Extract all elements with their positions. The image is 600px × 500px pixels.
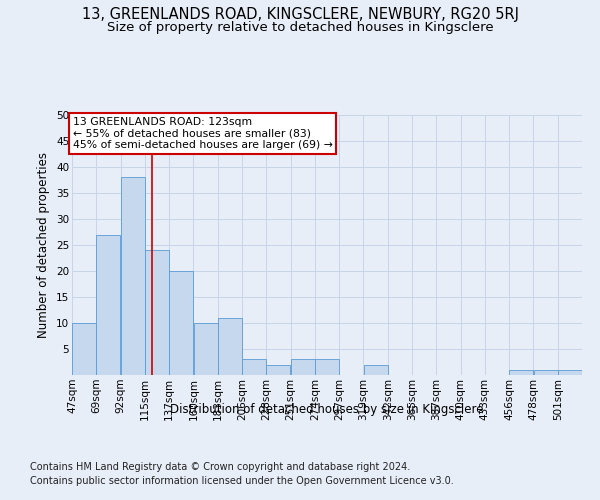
Bar — [72, 323, 96, 375]
Bar — [97, 234, 121, 375]
Bar — [242, 360, 266, 375]
Bar — [145, 250, 169, 375]
Bar — [266, 364, 290, 375]
Bar — [169, 271, 193, 375]
Text: Size of property relative to detached houses in Kingsclere: Size of property relative to detached ho… — [107, 21, 493, 34]
Text: Distribution of detached houses by size in Kingsclere: Distribution of detached houses by size … — [170, 402, 484, 415]
Bar — [290, 360, 315, 375]
Bar — [121, 178, 145, 375]
Y-axis label: Number of detached properties: Number of detached properties — [37, 152, 50, 338]
Bar — [533, 370, 557, 375]
Bar — [218, 318, 242, 375]
Bar — [364, 364, 388, 375]
Bar — [194, 323, 218, 375]
Bar — [558, 370, 582, 375]
Text: 13 GREENLANDS ROAD: 123sqm
← 55% of detached houses are smaller (83)
45% of semi: 13 GREENLANDS ROAD: 123sqm ← 55% of deta… — [73, 116, 332, 150]
Bar — [509, 370, 533, 375]
Text: 13, GREENLANDS ROAD, KINGSCLERE, NEWBURY, RG20 5RJ: 13, GREENLANDS ROAD, KINGSCLERE, NEWBURY… — [82, 8, 518, 22]
Text: Contains public sector information licensed under the Open Government Licence v3: Contains public sector information licen… — [30, 476, 454, 486]
Bar — [315, 360, 339, 375]
Text: Contains HM Land Registry data © Crown copyright and database right 2024.: Contains HM Land Registry data © Crown c… — [30, 462, 410, 472]
